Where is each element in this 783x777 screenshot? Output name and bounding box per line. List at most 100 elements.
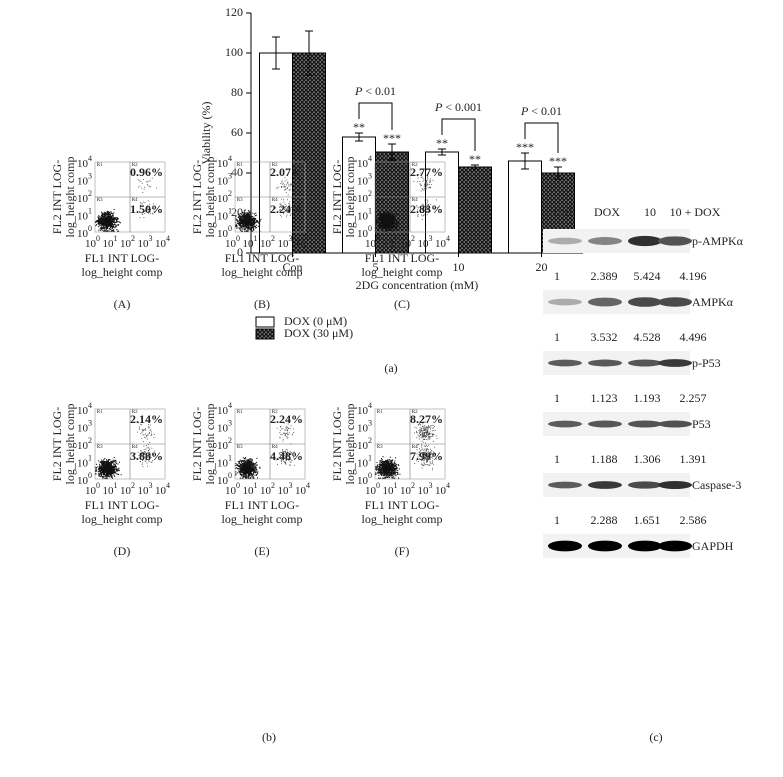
tick-base: 10 (357, 175, 369, 187)
event-dot (111, 216, 112, 217)
event-dot (396, 466, 397, 467)
event-dot (114, 224, 115, 225)
event-dot (246, 225, 247, 226)
event-dot (96, 469, 97, 470)
event-dot (255, 218, 256, 219)
tick-base: 10 (260, 238, 272, 250)
tick-exponent: 0 (228, 471, 232, 480)
event-dot (98, 471, 99, 472)
event-dot (253, 221, 254, 222)
event-dot (385, 468, 386, 469)
event-dot (259, 467, 260, 468)
tick-base: 10 (295, 238, 307, 250)
event-dot (246, 215, 247, 216)
tick-exponent: 0 (368, 224, 372, 233)
event-dot (107, 225, 108, 226)
event-dot (260, 220, 261, 221)
event-dot (121, 474, 122, 475)
event-dot (380, 466, 381, 467)
tick-exponent: 0 (236, 481, 240, 490)
y-tick-label: 101 (77, 453, 92, 469)
event-dot (378, 469, 379, 470)
event-dot (242, 215, 243, 216)
event-dot (244, 221, 245, 222)
event-dot (248, 462, 249, 463)
event-dot (97, 216, 98, 217)
event-dot (149, 433, 150, 434)
event-dot (288, 434, 289, 435)
tick-exponent: 0 (236, 234, 240, 243)
event-dot (101, 225, 102, 226)
event-dot (379, 211, 380, 212)
tick-base: 10 (138, 485, 150, 497)
event-dot (95, 225, 96, 226)
event-dot (249, 467, 250, 468)
event-dot (254, 467, 255, 468)
event-dot (119, 470, 120, 471)
event-dot (376, 217, 377, 218)
event-dot (235, 463, 236, 464)
event-dot (239, 214, 240, 215)
tick-base: 10 (217, 175, 229, 187)
event-dot (397, 470, 398, 471)
p-rest: < 0.001 (442, 100, 482, 114)
region-label: R1 (377, 163, 383, 168)
event-dot (106, 220, 107, 221)
event-dot (114, 227, 115, 228)
event-dot (431, 184, 432, 185)
event-dot (247, 468, 248, 469)
event-dot (139, 426, 140, 427)
event-dot (101, 228, 102, 229)
event-dot (392, 227, 393, 228)
significance-stars: ** (436, 136, 448, 150)
event-dot (243, 223, 244, 224)
y-tick-label: 102 (77, 436, 92, 452)
event-dot (250, 222, 251, 223)
event-dot (419, 184, 420, 185)
region-label: R3 (97, 198, 103, 203)
event-dot (113, 215, 114, 216)
event-dot (146, 445, 147, 446)
event-dot (240, 230, 241, 231)
event-dot (287, 434, 288, 435)
tick-exponent: 0 (88, 471, 92, 480)
event-dot (395, 220, 396, 221)
event-dot (118, 474, 119, 475)
tick-exponent: 4 (306, 481, 310, 490)
event-dot (382, 216, 383, 217)
event-dot (149, 442, 150, 443)
event-dot (146, 182, 147, 183)
event-dot (242, 216, 243, 217)
event-dot (284, 429, 285, 430)
event-dot (259, 222, 260, 223)
event-dot (104, 465, 105, 466)
tick-exponent: 0 (376, 234, 380, 243)
event-dot (384, 226, 385, 227)
event-dot (112, 472, 113, 473)
event-dot (397, 474, 398, 475)
event-dot (251, 229, 252, 230)
event-dot (235, 217, 236, 218)
event-dot (104, 469, 105, 470)
event-dot (109, 471, 110, 472)
event-dot (98, 215, 99, 216)
event-dot (142, 464, 143, 465)
event-dot (105, 217, 106, 218)
event-dot (144, 434, 145, 435)
event-dot (112, 224, 113, 225)
event-dot (255, 463, 256, 464)
event-dot (382, 228, 383, 229)
quadrant-percent: 2.24% (270, 202, 303, 216)
event-dot (381, 472, 382, 473)
event-dot (246, 478, 247, 479)
event-dot (100, 221, 101, 222)
event-dot (387, 463, 388, 464)
quadrant-percent: 2.14% (130, 412, 163, 426)
event-dot (377, 222, 378, 223)
event-dot (144, 429, 145, 430)
event-dot (111, 226, 112, 227)
event-dot (104, 468, 105, 469)
event-dot (95, 473, 96, 474)
event-dot (120, 222, 121, 223)
event-dot (107, 478, 108, 479)
